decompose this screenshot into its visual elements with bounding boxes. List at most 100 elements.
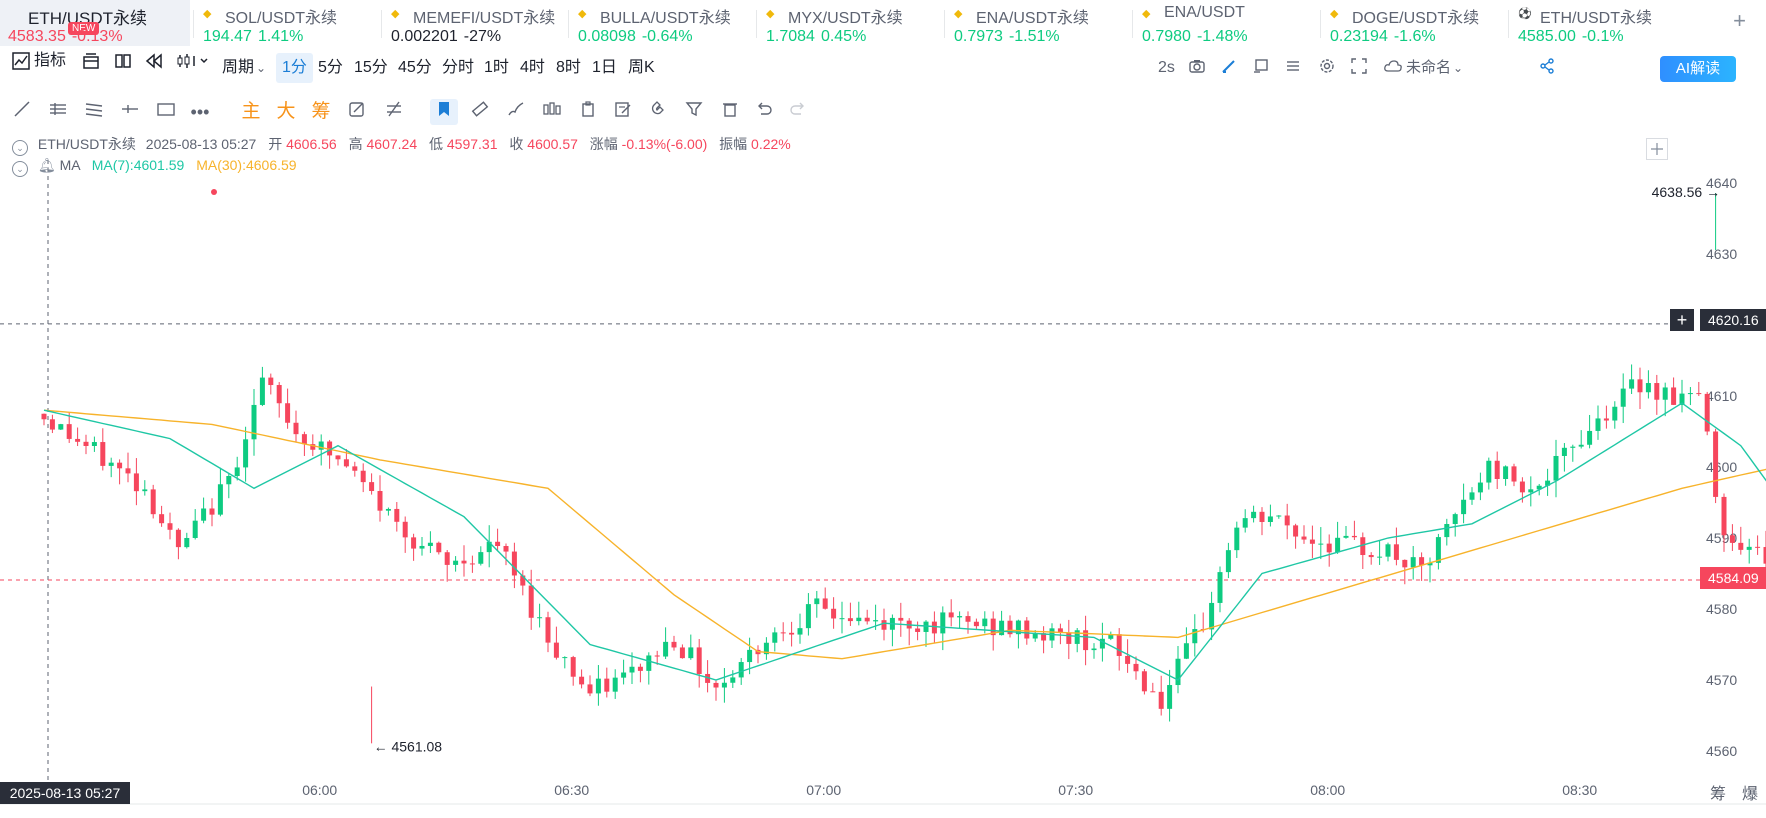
layout-icon[interactable] [112,51,134,73]
period-dropdown[interactable]: 周期 [222,59,255,76]
ticker-tab[interactable]: ◆ ENA/USDT永续 0.7973 -1.51% [946,0,1131,46]
candle-body [1419,557,1425,566]
camera-icon[interactable] [1186,57,1208,79]
favorite-diamond-icon: ◆ [578,8,587,20]
interval-6[interactable]: 1时 [484,59,509,76]
swap-icon[interactable] [380,99,408,125]
candle-body [243,439,249,468]
ticker-change: 0.45% [820,28,867,45]
candle-body [537,617,543,619]
candle-body [545,617,551,643]
ticker-price-line: 1.7084 0.45% [766,28,866,46]
candle-body [1503,466,1509,479]
note-edit-icon[interactable] [609,99,637,125]
collapse-toggle-icon[interactable]: ⌄ [12,140,28,156]
rectangle-icon[interactable] [152,99,180,125]
horizontal-ray-icon[interactable] [116,99,144,125]
candle-body [1301,536,1307,540]
indicator-icon[interactable] [10,51,32,73]
candle-body [1519,481,1525,493]
liquidation-axis-label[interactable]: 爆 [1742,786,1759,803]
interval-8[interactable]: 8时 [556,59,581,76]
brush-icon[interactable] [502,99,530,125]
more-tools-icon[interactable]: ••• [190,102,210,122]
trend-line-icon[interactable] [8,99,36,125]
redo-icon[interactable] [784,99,812,125]
candle-body [898,617,904,621]
candle-body [1309,539,1315,544]
ticker-tab[interactable]: ◆ MEMEFI/USDT永续 0.002201 -27% [383,0,568,46]
candle-body [360,470,366,483]
ticker-price-line: 0.7973 -1.51% [954,28,1060,46]
interval-1[interactable]: 1分 [276,53,313,83]
ticker-tab[interactable]: ◆ DOGE/USDT永续 0.23194 -1.6% [1322,0,1507,46]
candle-body [1318,543,1324,545]
interval-4[interactable]: 45分 [398,59,432,76]
ticker-tab[interactable]: ETH/USDT永续 NEW 4583.35 -0.13% [0,0,190,46]
interval-10[interactable]: 周K [628,59,655,76]
cloud-icon[interactable] [1382,57,1404,79]
candle-body [1536,485,1542,490]
bell-icon[interactable]: 🔔︎ [37,157,56,173]
pencil-icon[interactable] [1218,57,1240,79]
candles-icon[interactable] [538,99,566,125]
undo-icon[interactable] [750,99,778,125]
candle-body [1738,542,1744,550]
list-icon[interactable] [1282,57,1304,79]
share-icon[interactable] [1536,57,1558,79]
candle-body [192,520,198,538]
candle-body [1251,511,1257,519]
template-icon[interactable] [80,51,102,73]
expand-icon[interactable] [1348,57,1370,79]
indicators-button[interactable]: 指标 [34,52,67,69]
candle-body [175,529,181,548]
candle-body [1099,638,1105,649]
candle-body [1704,393,1710,432]
candle-body [1713,431,1719,497]
candle-body [604,678,610,692]
candle-body [117,462,123,469]
crosshair-plus-icon[interactable]: + [1670,309,1694,331]
layout-name[interactable]: 未命名 [1406,59,1452,76]
candle-body [822,598,828,609]
chip-axis-label[interactable]: 筹 [1710,786,1727,803]
main-chart-tool[interactable]: 主 [241,101,261,122]
clipboard-icon[interactable] [574,99,602,125]
add-tab-icon[interactable]: + [1733,8,1746,33]
chip-distribution-tool[interactable]: 筹 [311,101,331,122]
large-order-tool[interactable]: 大 [276,101,296,122]
ticker-tab[interactable]: ⚽ ETH/USDT永续 4585.00 -0.1% [1510,0,1695,46]
bookmark-icon[interactable] [430,99,458,125]
refresh-rate[interactable]: 2s [1158,59,1175,76]
ticker-tab[interactable]: ◆ MYX/USDT永续 1.7084 0.45% [758,0,943,46]
interval-7[interactable]: 4时 [520,59,545,76]
interval-5[interactable]: 分时 [442,59,475,76]
fullscreen-window-icon[interactable] [1250,57,1272,79]
horizontal-lines-icon[interactable] [44,99,72,125]
parallel-channel-icon[interactable] [80,99,108,125]
interval-2[interactable]: 5分 [318,59,343,76]
ruler-icon[interactable] [466,99,494,125]
ticker-tab[interactable]: ◆ ENA/USDT 0.7980 -1.48% [1134,0,1319,46]
ticker-tab[interactable]: ◆ BULLA/USDT永续 0.08098 -0.64% [570,0,755,46]
ma30-line [43,409,1766,660]
interval-3[interactable]: 15分 [354,59,388,76]
magnet-icon[interactable] [645,99,673,125]
edit-box-icon[interactable] [343,99,371,125]
settings-gear-icon[interactable] [1316,57,1338,79]
high-value: 4607.24 [366,136,418,152]
replay-icon[interactable] [143,51,165,73]
ticker-symbol: BULLA/USDT永续 [600,10,731,27]
candle-body [948,612,954,618]
collapse-panel-icon[interactable] [1646,138,1668,160]
chart-type-icon[interactable] [176,51,210,73]
ai-interpret-button[interactable]: AI解读 [1660,56,1736,82]
collapse-toggle-icon[interactable]: ⌄ [12,161,28,177]
ticker-tab[interactable]: ◆ SOL/USDT永续 194.47 1.41% [195,0,380,46]
filter-icon[interactable] [680,99,708,125]
interval-9[interactable]: 1日 [592,59,617,76]
candle-body [713,682,719,688]
candle-body [1335,537,1341,553]
trash-icon[interactable] [716,99,744,125]
